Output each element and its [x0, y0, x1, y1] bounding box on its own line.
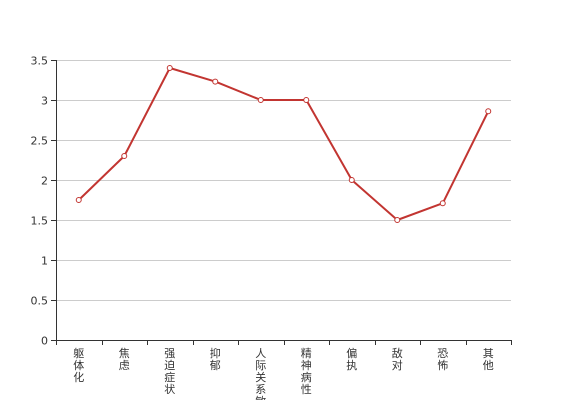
y-tick-label: 2.5 [31, 135, 49, 148]
series-line [78, 67, 490, 221]
x-tick-label: 偏执 [346, 346, 357, 372]
data-point[interactable] [257, 97, 264, 103]
data-point[interactable] [439, 200, 446, 207]
data-point[interactable] [394, 217, 401, 223]
y-tick-label: 0 [41, 335, 48, 348]
x-tick-label: 恐怖 [437, 347, 448, 372]
x-tick-label: 抑郁 [210, 346, 221, 372]
y-tick-label: 1.5 [31, 215, 49, 228]
data-point[interactable] [166, 65, 173, 71]
y-tick-label: 3.5 [31, 55, 49, 68]
y-axis-ticks: 0 0.5 1 1.5 2 2.5 3 3.5 [31, 55, 56, 348]
data-point[interactable] [121, 153, 128, 159]
y-tick-label: 3 [41, 95, 48, 108]
data-point[interactable] [485, 108, 492, 115]
y-tick-label: 2 [41, 175, 48, 188]
x-tick-label: 焦虑 [119, 347, 130, 372]
grid-lines [56, 60, 511, 301]
y-tick-label: 1 [41, 255, 48, 268]
series [75, 65, 492, 223]
y-tick-label: 0.5 [31, 295, 49, 308]
data-point[interactable] [212, 78, 219, 85]
x-tick-label: 敌对 [392, 346, 403, 372]
data-point[interactable] [348, 177, 355, 183]
data-point[interactable] [75, 197, 82, 203]
x-axis-ticks: 躯体化 焦虑 强迫症状 抑郁 人际关系敏感 精神病性 偏执 敌对 恐怖 其他 [56, 340, 512, 404]
x-tick-label: 其他 [483, 347, 494, 372]
x-tick-label: 强迫症状 [164, 347, 175, 396]
x-tick-label: 人际关系敏感 [255, 347, 266, 400]
x-tick-label: 精神病性 [301, 347, 312, 396]
data-point[interactable] [303, 97, 310, 103]
axes [56, 60, 511, 341]
x-tick-label: 躯体化 [73, 347, 84, 384]
